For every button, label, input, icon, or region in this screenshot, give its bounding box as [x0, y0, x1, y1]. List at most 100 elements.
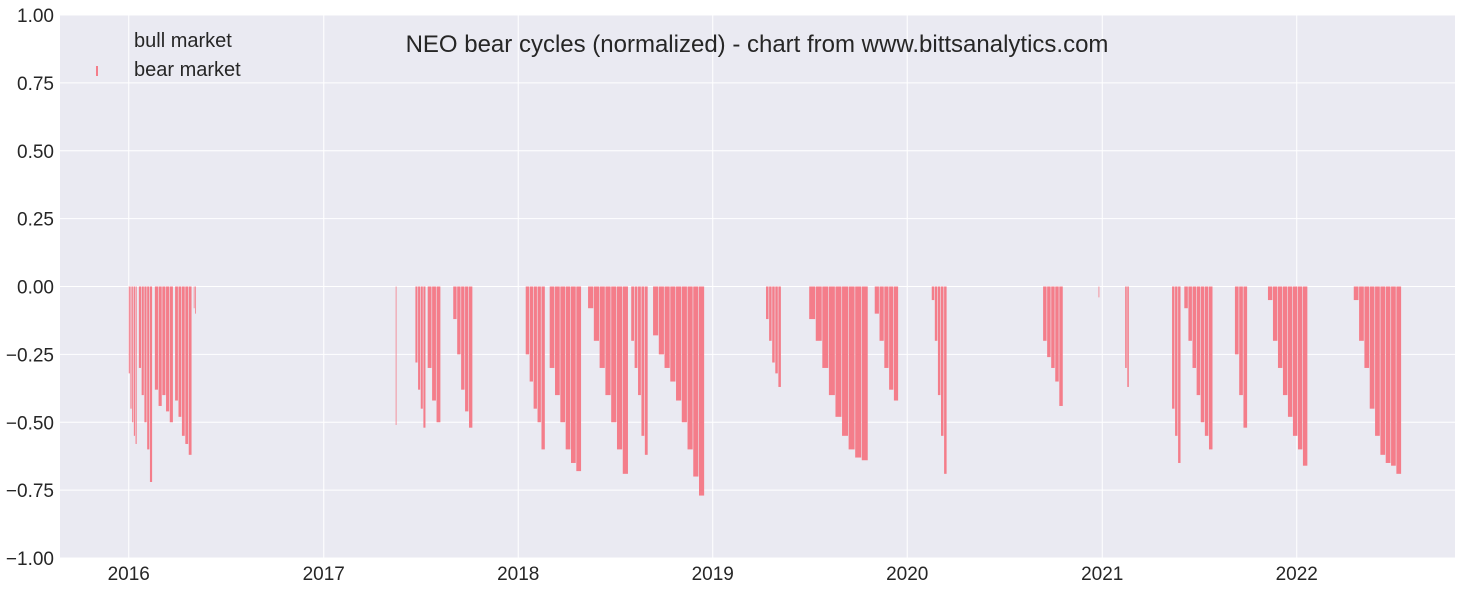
bear-bar — [822, 286, 829, 368]
bear-bar — [1051, 286, 1055, 368]
y-tick-label: −1.00 — [6, 549, 54, 570]
bear-bar — [541, 286, 545, 450]
bear-bar — [175, 286, 178, 401]
y-tick-label: 0.25 — [17, 210, 54, 231]
bear-bar — [1204, 286, 1209, 436]
bear-bar — [1277, 286, 1283, 368]
legend-swatch-bear-market — [96, 66, 98, 76]
y-axis: 1.00 0.75 0.50 0.25 0.00 −0.25 −0.50 −0.75 −1.00 — [6, 6, 54, 570]
bear-bar — [565, 286, 571, 450]
bear-bar — [576, 286, 582, 472]
bear-bar — [154, 286, 158, 390]
bear-bar — [395, 286, 397, 425]
bear-bar — [1297, 286, 1303, 450]
bear-bar — [193, 286, 195, 309]
x-tick-label: 2022 — [1276, 564, 1318, 585]
bear-bar — [135, 286, 137, 444]
bear-bar — [178, 286, 182, 417]
bear-bar — [1239, 286, 1243, 396]
bear-bar — [815, 286, 822, 341]
bear-bar — [622, 286, 628, 474]
bear-bar — [133, 286, 135, 436]
bear-bar — [1127, 286, 1129, 387]
bear-bar — [162, 286, 166, 396]
y-tick-label: 0.75 — [17, 74, 54, 95]
bear-bar — [588, 286, 594, 309]
bear-bar — [138, 286, 142, 368]
y-tick-label: −0.75 — [6, 481, 54, 502]
bear-bar — [1047, 286, 1051, 358]
bear-bar — [855, 286, 862, 458]
bear-bar — [641, 286, 645, 436]
bear-bar — [842, 286, 849, 436]
bear-bar — [828, 286, 835, 396]
y-tick-label: 0.50 — [17, 142, 54, 163]
bear-bar — [1125, 286, 1127, 368]
bear-bar — [848, 286, 855, 450]
bear-bar — [432, 286, 436, 401]
bear-bar — [525, 286, 530, 355]
bear-bar — [469, 286, 473, 428]
bear-bar — [529, 286, 533, 382]
bear-bar — [1192, 286, 1197, 368]
bear-bar — [631, 286, 635, 341]
bear-bar — [1369, 286, 1375, 409]
bear-bar — [1059, 286, 1063, 406]
bear-bar — [571, 286, 576, 463]
bear-bar — [1055, 286, 1059, 382]
bear-bar — [1196, 286, 1201, 396]
bear-market-bars — [128, 286, 1402, 496]
bear-bar — [1188, 286, 1192, 341]
bear-bar — [188, 286, 192, 455]
bear-bar — [1175, 286, 1178, 436]
bear-bar — [599, 286, 605, 368]
bear-bar — [1292, 286, 1298, 436]
x-tick-label: 2019 — [692, 564, 734, 585]
bear-bar — [693, 286, 699, 477]
bear-bar — [941, 286, 944, 436]
bear-bar — [436, 286, 441, 423]
bear-bar — [158, 286, 162, 406]
y-tick-label: −0.50 — [6, 413, 54, 434]
bear-bar — [1098, 286, 1100, 298]
bear-bar — [549, 286, 555, 368]
bear-bar — [681, 286, 687, 423]
legend-label-bull-market: bull market — [134, 30, 232, 52]
bear-bar — [664, 286, 670, 368]
bear-bar — [169, 286, 173, 423]
bear-bar — [149, 286, 153, 482]
bear-bar — [772, 286, 775, 363]
bear-bar — [778, 286, 781, 387]
legend-label-bear-market: bear market — [134, 59, 241, 81]
bear-bar — [130, 286, 132, 409]
y-tick-label: −0.25 — [6, 345, 54, 366]
bear-bar — [555, 286, 560, 396]
bear-bar — [944, 286, 947, 474]
bear-bar — [670, 286, 676, 382]
bear-bar — [775, 286, 778, 374]
bear-bar — [420, 286, 423, 409]
bear-bar — [879, 286, 884, 341]
bear-bar — [676, 286, 682, 401]
bear-bar — [144, 286, 147, 423]
bear-bar — [644, 286, 648, 455]
bear-bar — [809, 286, 816, 320]
bear-bar — [166, 286, 170, 412]
bear-bar — [1272, 286, 1278, 341]
bear-bar — [141, 286, 144, 396]
bear-bar — [461, 286, 465, 390]
bear-bar — [1287, 286, 1293, 417]
x-tick-label: 2016 — [108, 564, 150, 585]
bear-bar — [1375, 286, 1380, 436]
bear-bar — [1359, 286, 1364, 341]
bear-bar — [1234, 286, 1239, 355]
bear-bar — [634, 286, 638, 368]
bear-bar — [889, 286, 894, 390]
bear-bar — [1364, 286, 1370, 368]
bear-bar — [1385, 286, 1391, 463]
bear-bar — [874, 286, 879, 314]
bear-bar — [533, 286, 537, 409]
bear-bar — [132, 286, 134, 423]
